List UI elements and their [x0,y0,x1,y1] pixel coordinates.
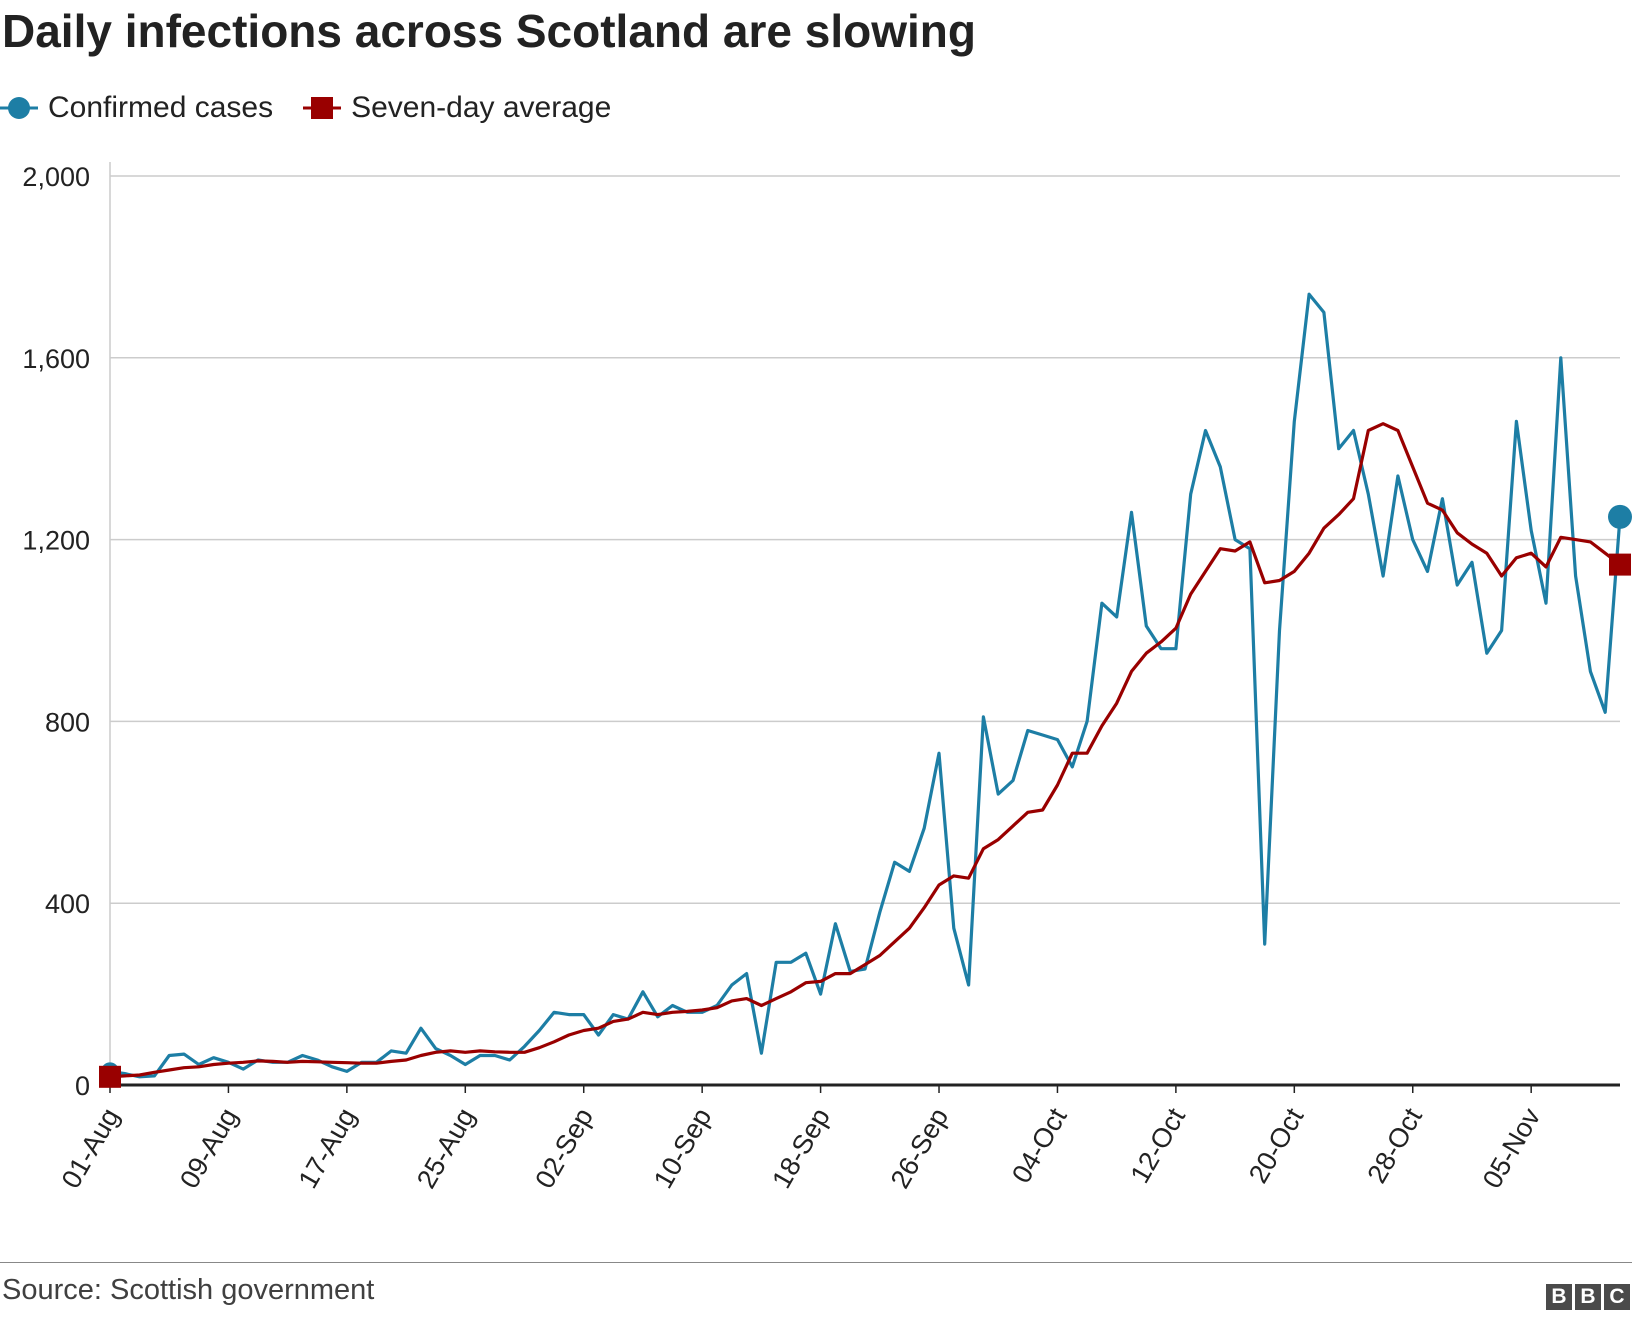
series-markers [99,504,1632,1088]
x-tick-label: 25-Aug [411,1103,481,1193]
seven-day-average-start-marker [99,1065,121,1088]
footer-divider [0,1262,1632,1263]
bbc-logo-letter: B [1575,1284,1601,1310]
bbc-logo-letter: B [1546,1284,1572,1310]
gridlines [109,162,1620,1085]
x-tick-label: 18-Sep [766,1103,836,1193]
x-tick-label: 12-Oct [1125,1103,1192,1189]
y-tick-label: 2,000 [22,162,90,192]
source-note: Source: Scottish government [2,1274,375,1306]
legend: Confirmed cases Seven-day average [0,86,641,130]
legend-label-seven-day-average: Seven-day average [351,91,612,124]
y-axis-ticks: 0 400 800 1,200 1,600 2,000 [22,162,90,1101]
x-tick-label: 28-Oct [1361,1103,1428,1189]
x-tick-label: 17-Aug [293,1103,363,1193]
square-marker-icon [303,97,342,119]
x-tick-label: 05-Nov [1477,1103,1547,1194]
circle-marker-icon [0,97,38,119]
legend-label-confirmed-cases: Confirmed cases [48,91,274,124]
x-tick-label: 20-Oct [1243,1103,1310,1189]
x-tick-label: 04-Oct [1006,1103,1073,1189]
confirmed-cases-line [109,292,1622,1079]
y-tick-label: 800 [45,707,90,737]
series-lines [109,292,1622,1087]
y-tick-label: 1,200 [22,526,90,556]
line-chart: 0 400 800 1,200 1,600 2,000 01-Aug 09-Aug 17-Au… [22,162,1632,1193]
confirmed-cases-end-marker [1608,504,1632,529]
chart-title: Daily infections across Scotland are slo… [2,5,976,57]
x-tick-label: 01-Aug [56,1103,126,1193]
y-tick-label: 400 [45,889,90,919]
x-tick-label: 02-Sep [529,1103,599,1193]
x-tick-label: 10-Sep [648,1103,718,1193]
y-tick-label: 0 [75,1071,90,1101]
seven-day-average-line [109,422,1621,1079]
legend-item-confirmed-cases: Confirmed cases [0,91,273,125]
seven-day-average-end-marker [1609,553,1631,576]
legend-item-seven-day-average: Seven-day average [303,91,611,125]
bbc-logo-letter: C [1604,1284,1630,1310]
y-tick-label: 1,600 [22,344,90,374]
x-axis-ticks: 01-Aug 09-Aug 17-Aug 25-Aug 02-Sep 10-Sep 18-S… [56,1085,1547,1193]
x-tick-label: 26-Sep [885,1103,955,1193]
bbc-logo: B B C [1543,1284,1630,1310]
x-tick-label: 09-Aug [174,1103,244,1193]
